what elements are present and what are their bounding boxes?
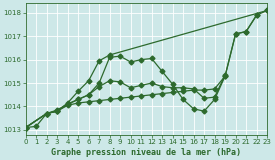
X-axis label: Graphe pression niveau de la mer (hPa): Graphe pression niveau de la mer (hPa) — [51, 148, 241, 156]
